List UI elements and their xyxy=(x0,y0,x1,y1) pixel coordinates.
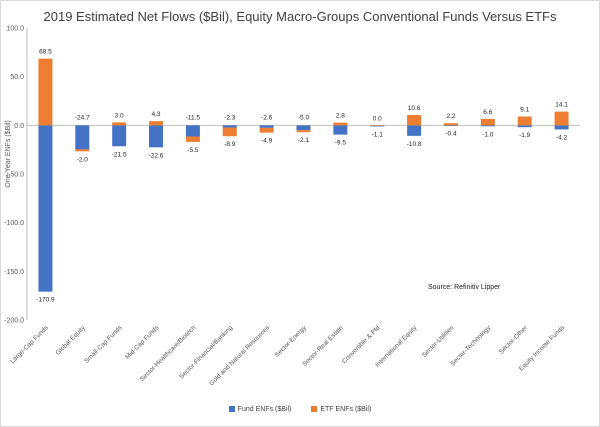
fund-bar xyxy=(185,125,200,137)
etf-data-label: -8.9 xyxy=(224,141,236,148)
x-tick-label: Convertible & Pfd xyxy=(341,324,382,365)
fund-data-label: -170.9 xyxy=(36,297,55,304)
fund-data-label: -0.4 xyxy=(445,131,457,138)
fund-bar xyxy=(443,125,458,126)
legend-swatch-etf xyxy=(311,406,318,412)
fund-data-label: -11.5 xyxy=(186,114,201,121)
etf-bar xyxy=(517,116,532,126)
fund-bar xyxy=(149,125,164,148)
x-tick-label: Global Equity xyxy=(54,324,87,357)
y-tick-label: -200.0 xyxy=(4,318,24,325)
etf-bar xyxy=(222,127,237,137)
x-tick-label: Sector-Technology xyxy=(449,324,493,368)
fund-bar xyxy=(222,125,237,128)
legend-label-fund: Fund ENFs ($Bil) xyxy=(237,406,292,413)
x-tick-label: Sector-Other xyxy=(498,324,530,356)
etf-bar xyxy=(333,122,348,126)
etf-bar xyxy=(112,122,127,126)
fund-bar xyxy=(407,125,422,136)
fund-bar xyxy=(38,125,53,292)
y-tick-label: -150.0 xyxy=(4,269,24,276)
etf-bar xyxy=(407,115,422,126)
chart-legend: Fund ENFs ($Bil) ETF ENFs ($Bil) xyxy=(0,406,600,413)
fund-bar xyxy=(75,125,90,150)
y-tick-label: 50.0 xyxy=(10,74,24,81)
etf-data-label: 68.5 xyxy=(39,49,52,56)
etf-bar xyxy=(75,149,90,152)
etf-data-label: 6.6 xyxy=(483,109,492,116)
etf-data-label: 0.0 xyxy=(373,115,382,122)
x-tick-label: Mid-Cap Funds xyxy=(124,324,161,361)
etf-bar xyxy=(38,58,53,126)
x-tick-label: Sector-Utilities xyxy=(421,324,456,359)
x-tick-label: Large-Cap Funds xyxy=(9,324,50,365)
legend-item-fund: Fund ENFs ($Bil) xyxy=(228,406,292,413)
fund-data-label: -1.0 xyxy=(482,131,494,138)
etf-data-label: 10.6 xyxy=(408,105,421,112)
fund-bar xyxy=(296,125,311,131)
fund-bar xyxy=(517,125,532,128)
fund-data-label: -4.2 xyxy=(556,134,568,141)
x-tick-label: Gold and Natural Resources xyxy=(208,324,271,387)
y-axis-title: One-Year ENFs ($Bil) xyxy=(5,120,12,187)
etf-data-label: -2.0 xyxy=(77,156,89,163)
fund-data-label: -2.3 xyxy=(224,114,236,121)
etf-bar xyxy=(149,121,164,126)
fund-data-label: -5.0 xyxy=(298,114,310,121)
etf-bar xyxy=(443,123,458,126)
etf-bar xyxy=(185,136,200,142)
fund-bar xyxy=(259,125,274,128)
x-tick-label: Sector-Real Estate xyxy=(301,324,345,368)
chart-title: 2019 Estimated Net Flows ($Bil), Equity … xyxy=(43,9,557,24)
fund-data-label: -10.8 xyxy=(407,141,422,148)
etf-bar xyxy=(370,125,385,126)
legend-label-etf: ETF ENFs ($Bil) xyxy=(320,406,372,413)
x-tick-label: International Equity xyxy=(374,324,419,369)
etf-data-label: 3.0 xyxy=(115,112,124,119)
etf-data-label: 4.3 xyxy=(152,111,161,118)
fund-data-label: -24.7 xyxy=(75,114,90,121)
etf-data-label: 2.2 xyxy=(446,113,455,120)
fund-bar xyxy=(333,125,348,135)
y-tick-label: 0.0 xyxy=(14,123,24,130)
etf-bar xyxy=(554,111,569,126)
legend-item-etf: ETF ENFs ($Bil) xyxy=(311,406,371,413)
y-tick-label: -50.0 xyxy=(8,172,24,179)
etf-bar xyxy=(296,130,311,133)
fund-data-label: -2.6 xyxy=(261,114,273,121)
fund-data-label: -22.6 xyxy=(149,152,164,159)
fund-data-label: -1.1 xyxy=(372,131,384,138)
fund-data-label: -9.5 xyxy=(335,140,347,147)
etf-data-label: -2.1 xyxy=(298,137,310,144)
fund-bar xyxy=(480,125,495,127)
etf-data-label: -5.5 xyxy=(187,147,199,154)
source-annotation: Source: Refinitiv Lipper xyxy=(428,284,501,291)
y-tick-label: -100.0 xyxy=(4,220,24,227)
etf-bar xyxy=(480,118,495,126)
fund-bar xyxy=(112,125,127,147)
fund-bar xyxy=(554,125,569,130)
etf-data-label: 14.1 xyxy=(555,102,568,109)
x-tick-label: Sector-Energy xyxy=(274,324,309,359)
x-tick-label: Small-Cap Funds xyxy=(83,324,124,365)
etf-data-label: 9.1 xyxy=(520,106,529,113)
etf-data-label: -4.9 xyxy=(261,138,273,145)
fund-data-label: -21.5 xyxy=(112,151,127,158)
etf-data-label: 2.8 xyxy=(336,113,345,120)
fund-data-label: -1.9 xyxy=(519,132,531,139)
legend-swatch-fund xyxy=(228,406,235,412)
y-tick-label: 100.0 xyxy=(6,26,24,33)
etf-bar xyxy=(259,127,274,133)
